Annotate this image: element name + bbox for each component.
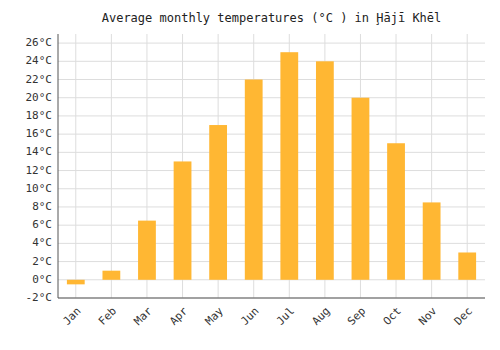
y-grid-line — [58, 97, 485, 98]
bar — [67, 280, 85, 285]
y-grid-line — [58, 206, 485, 207]
x-tick-label: Jul — [274, 305, 297, 328]
x-axis-line — [58, 297, 485, 298]
x-grid-line — [75, 34, 76, 298]
x-grid-line — [111, 34, 112, 298]
y-grid-line — [58, 261, 485, 262]
chart-container: -2°C 0°C 2°C 4°C 6°C 8°C 10°C 12°C 14°C 16°C 18°C 2… — [0, 0, 500, 350]
x-tick-label: Nov — [416, 304, 440, 328]
bar — [387, 143, 405, 280]
x-tick-label: Oct — [381, 305, 404, 328]
x-tick-label: Apr — [167, 304, 191, 328]
y-axis-line — [58, 34, 59, 298]
bar — [352, 98, 370, 280]
x-tick-label: Jan — [60, 305, 83, 328]
bars — [67, 52, 476, 284]
y-grid-line — [58, 61, 485, 62]
y-tick-label: 4°C — [32, 236, 52, 249]
y-tick-label: 18°C — [26, 109, 53, 122]
bar — [209, 125, 227, 280]
bar — [138, 221, 156, 280]
x-tick-label: Dec — [452, 305, 475, 328]
y-grid-line — [58, 115, 485, 116]
y-grid-line — [58, 134, 485, 135]
y-tick-label: 20°C — [26, 91, 53, 104]
bar — [174, 161, 192, 279]
bar — [280, 52, 298, 280]
y-grid-line — [58, 188, 485, 189]
x-tick-label: Aug — [309, 305, 332, 328]
y-grid-line — [58, 225, 485, 226]
x-tick-label: Mar — [131, 304, 155, 328]
bar — [245, 80, 263, 280]
y-tick-label: 8°C — [32, 200, 52, 213]
y-tick-label: 12°C — [26, 164, 53, 177]
y-grid-line — [58, 170, 485, 171]
y-tick-label: 10°C — [26, 182, 53, 195]
x-tick-label: Sep — [345, 305, 368, 328]
y-grid-line — [58, 152, 485, 153]
y-grid-line — [58, 279, 485, 280]
bar — [102, 271, 120, 280]
axes: -2°C 0°C 2°C 4°C 6°C 8°C 10°C 12°C 14°C 16°C 18°C 2… — [26, 34, 486, 328]
y-tick-label: 6°C — [32, 218, 52, 231]
y-tick-label: 0°C — [32, 273, 52, 286]
bar — [458, 252, 476, 279]
bar — [316, 61, 334, 279]
chart: -2°C 0°C 2°C 4°C 6°C 8°C 10°C 12°C 14°C 16°C 18°C 2… — [0, 0, 500, 350]
bar — [423, 202, 441, 279]
x-tick-label: May — [203, 304, 227, 328]
y-tick-label: 24°C — [26, 54, 53, 67]
grid — [58, 34, 485, 298]
y-grid-line — [58, 43, 485, 44]
y-tick-label: 2°C — [32, 255, 52, 268]
y-tick-label: 26°C — [26, 36, 53, 49]
y-tick-label: 16°C — [26, 127, 53, 140]
y-tick-label: 14°C — [26, 145, 53, 158]
title: Average monthly temperatures (°C ) in Ḩā… — [102, 11, 442, 25]
x-tick-label: Jun — [238, 305, 261, 328]
y-tick-label: -2°C — [26, 291, 53, 304]
y-grid-line — [58, 298, 485, 299]
y-grid-line — [58, 243, 485, 244]
y-grid-line — [58, 79, 485, 80]
x-tick-label: Feb — [96, 305, 119, 328]
y-tick-label: 22°C — [26, 73, 53, 86]
